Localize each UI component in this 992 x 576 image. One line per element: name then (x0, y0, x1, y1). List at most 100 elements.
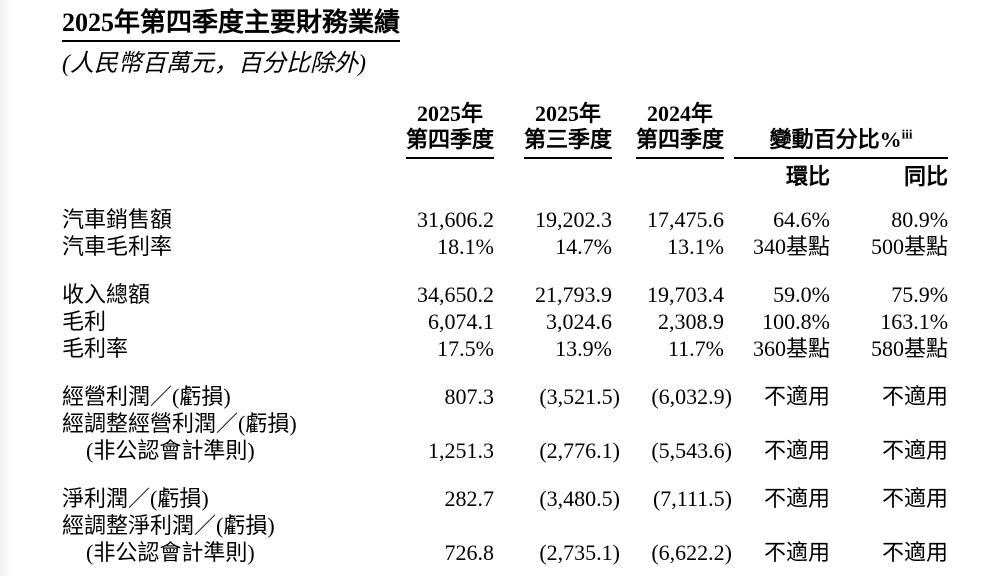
table-row: 毛利 6,074.1 3,024.6 2,308.9 100.8% 163.1% (62, 308, 948, 335)
table-row: 經調整淨利潤／(虧損) (62, 512, 948, 539)
value-cell: 不適用 (763, 384, 830, 409)
negative-value: (6,032.9) (651, 384, 732, 409)
value-cell: 不適用 (763, 438, 830, 463)
metric-label: 毛利率 (62, 336, 129, 361)
header-body-gap (62, 190, 948, 206)
negative-value: (2,776.1) (539, 438, 620, 463)
value-cell: 21,793.9 (535, 282, 612, 307)
value-cell: 19,703.4 (647, 282, 724, 307)
metric-label: 收入總額 (62, 282, 151, 307)
negative-value: (2,735.1) (539, 540, 620, 565)
value-cell: 1,251.3 (428, 438, 494, 463)
value-cell: 340基點 (752, 234, 830, 259)
value-cell: (2,776.1) (494, 437, 620, 464)
quarter-header-2024-q4: 2024年 第四季度 (612, 101, 724, 159)
value-cell (370, 512, 494, 539)
value-cell: (7,111.5) (612, 485, 732, 512)
value-cell: 不適用 (763, 486, 830, 511)
value-cell (724, 410, 830, 437)
value-cell: 360基點 (752, 336, 830, 361)
value-cell: 282.7 (444, 486, 495, 511)
value-cell: 31,606.2 (417, 207, 494, 232)
change-header-footnote: iii (901, 126, 913, 142)
value-cell: 500基點 (871, 234, 949, 259)
value-cell: 17.5% (437, 336, 494, 361)
group-gap (62, 260, 948, 281)
value-cell: 580基點 (871, 336, 949, 361)
quarter-header-period: 第四季度 (405, 127, 494, 152)
table-body: 汽車銷售額 31,606.2 19,202.3 17,475.6 64.6% 80.9% 汽… (62, 190, 948, 566)
value-cell (724, 512, 830, 539)
change-percentage-header: 變動百分比%iii (724, 101, 949, 159)
page-edge-shadow (0, 0, 14, 576)
value-cell: (2,735.1) (494, 539, 620, 566)
table-row: 汽車毛利率 18.1% 14.7% 13.1% 340基點 500基點 (62, 233, 948, 260)
qoq-header: 環比 (785, 164, 830, 189)
value-cell (494, 410, 612, 437)
table-row: 收入總額 34,650.2 21,793.9 19,703.4 59.0% 75.9% (62, 281, 948, 308)
metric-label: 毛利 (62, 309, 107, 334)
table-row: (非公認會計準則) 726.8 (2,735.1) (6,622.2) 不適用 不適用 (62, 539, 948, 566)
quarter-header-2025-q4: 2025年 第四季度 (370, 101, 494, 159)
change-header-label: 變動百分比% (769, 127, 902, 152)
value-cell (830, 410, 948, 437)
negative-value: (5,543.6) (651, 438, 732, 463)
value-cell: 59.0% (773, 282, 830, 307)
value-cell: (3,480.5) (494, 485, 620, 512)
label-column-header (62, 101, 370, 159)
table-row: 經調整經營利潤／(虧損) (62, 410, 948, 437)
header-row-subcolumns: 環比 同比 (62, 159, 948, 190)
value-cell: 13.1% (667, 234, 724, 259)
quarter-header-year: 2024年 (646, 101, 713, 126)
quarter-header-period: 第三季度 (523, 127, 612, 152)
table-row: 經營利潤／(虧損) 807.3 (3,521.5) (6,032.9) 不適用 不適用 (62, 383, 948, 410)
value-cell (494, 512, 612, 539)
value-cell: 2,308.9 (658, 309, 724, 334)
value-cell: 不適用 (882, 438, 949, 463)
table-row: 淨利潤／(虧損) 282.7 (3,480.5) (7,111.5) 不適用 不適用 (62, 485, 948, 512)
value-cell: (6,622.2) (612, 539, 732, 566)
value-cell: 14.7% (555, 234, 612, 259)
value-cell: 75.9% (891, 282, 949, 307)
page-title-text: 2025年第四季度主要財務業績 (62, 8, 401, 42)
value-cell: 不適用 (882, 384, 949, 409)
negative-value: (6,622.2) (651, 540, 732, 565)
group-gap (62, 362, 948, 383)
value-cell: 100.8% (762, 309, 830, 334)
value-cell: 18.1% (437, 234, 494, 259)
metric-label: (非公認會計準則) (86, 438, 255, 463)
metric-label: 汽車銷售額 (62, 207, 173, 232)
page-subtitle: (人民幣百萬元，百分比除外) (62, 51, 366, 77)
value-cell: 17,475.6 (647, 207, 724, 232)
metric-label: 汽車毛利率 (62, 234, 173, 259)
yoy-header: 同比 (904, 164, 949, 189)
value-cell: 13.9% (555, 336, 612, 361)
value-cell: 726.8 (444, 540, 495, 565)
page-title: 2025年第四季度主要財務業績 (62, 8, 992, 42)
value-cell: (5,543.6) (612, 437, 732, 464)
value-cell: 3,024.6 (546, 309, 612, 334)
value-cell: 19,202.3 (535, 207, 612, 232)
metric-label: 經調整經營利潤／(虧損) (62, 411, 297, 436)
table-header: 2025年 第四季度 2025年 第三季度 2024年 第四季度 (62, 101, 949, 190)
value-cell: 不適用 (882, 540, 949, 565)
negative-value: (3,521.5) (539, 384, 620, 409)
value-cell: 不適用 (763, 540, 830, 565)
negative-value: (7,111.5) (652, 486, 732, 511)
quarter-header-year: 2025年 (416, 101, 483, 126)
value-cell: 80.9% (891, 207, 949, 232)
table-row: 毛利率 17.5% 13.9% 11.7% 360基點 580基點 (62, 335, 948, 362)
value-cell: (6,032.9) (612, 383, 732, 410)
value-cell: 6,074.1 (428, 309, 494, 334)
value-cell: 64.6% (773, 207, 830, 232)
table-row: 汽車銷售額 31,606.2 19,202.3 17,475.6 64.6% 80.9% (62, 206, 948, 233)
value-cell (612, 410, 724, 437)
quarter-header-period: 第四季度 (635, 127, 724, 152)
group-gap (62, 464, 948, 485)
quarter-header-year: 2025年 (534, 101, 601, 126)
value-cell: 807.3 (444, 384, 495, 409)
negative-value: (3,480.5) (539, 486, 620, 511)
metric-label: (非公認會計準則) (86, 540, 255, 565)
value-cell: 34,650.2 (417, 282, 494, 307)
